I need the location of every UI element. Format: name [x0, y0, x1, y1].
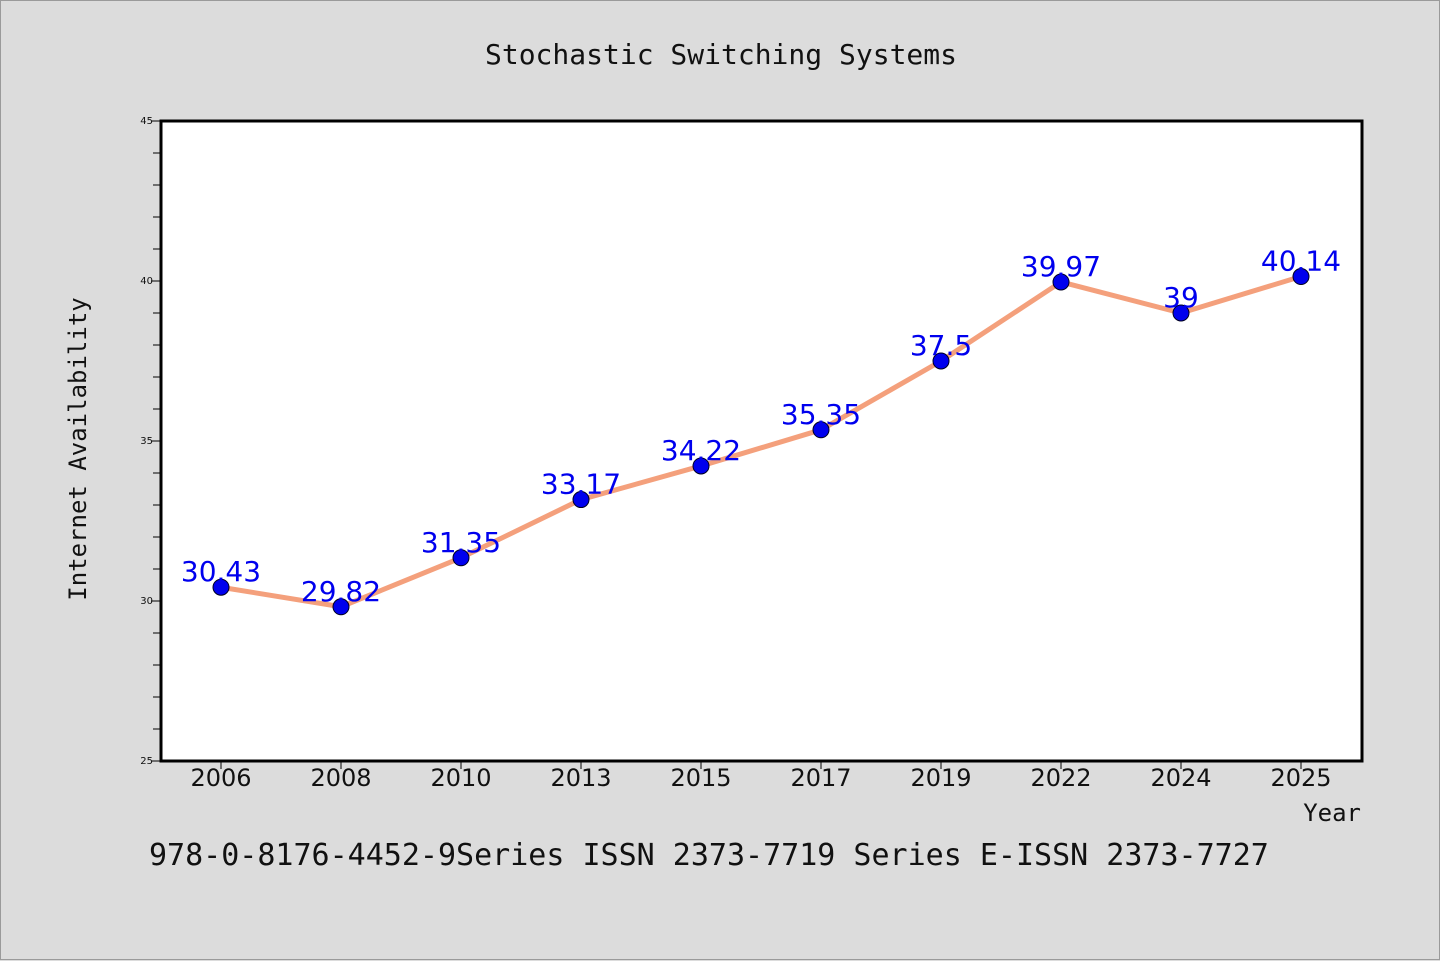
- series-line: [218, 274, 1304, 610]
- y-tick-label: 35: [140, 436, 153, 447]
- y-tick-label: 40: [140, 276, 153, 287]
- data-point: [812, 421, 830, 439]
- x-tick-label: 2025: [1270, 764, 1331, 792]
- data-label: 29.82: [301, 575, 381, 608]
- data-label: 37.5: [910, 329, 972, 362]
- data-labels: 30.43 29.82 31.35 33.17 34.22 35.35 37.5 39.97 3…: [181, 245, 1341, 608]
- data-point: [572, 491, 590, 509]
- data-point: [692, 457, 710, 475]
- data-label: 39: [1163, 281, 1199, 314]
- footer-text: 978-0-8176-4452-9Series ISSN 2373-7719 S…: [149, 838, 1269, 873]
- data-label: 34.22: [661, 434, 741, 467]
- data-label: 39.97: [1021, 250, 1101, 283]
- chart-title: Stochastic Switching Systems: [485, 38, 957, 71]
- y-axis-label: Internet Availability: [64, 297, 92, 600]
- x-tick-label: 2024: [1150, 764, 1211, 792]
- x-axis: 2006 2008 2010 2013 2015 2017 2019 2022 2024 2025: [190, 761, 1332, 792]
- y-tick-label: 30: [140, 596, 153, 607]
- data-point: [1292, 268, 1310, 286]
- x-tick-label: 2022: [1030, 764, 1091, 792]
- x-tick-label: 2008: [310, 764, 371, 792]
- x-tick-label: 2015: [670, 764, 731, 792]
- x-axis-label: Year: [1303, 799, 1361, 827]
- data-label: 33.17: [541, 468, 621, 501]
- data-points: [212, 268, 1310, 616]
- x-tick-label: 2017: [790, 764, 851, 792]
- x-tick-label: 2019: [910, 764, 971, 792]
- plot-area: [159, 119, 1364, 763]
- data-point: [1172, 304, 1190, 322]
- y-axis: 25 30 35 40 45: [140, 116, 161, 767]
- x-tick-label: 2006: [190, 764, 251, 792]
- y-tick-label: 25: [140, 756, 153, 767]
- data-point: [212, 578, 230, 596]
- data-point: [452, 549, 470, 567]
- data-point: [332, 598, 350, 616]
- data-label: 30.43: [181, 555, 261, 588]
- data-label: 40.14: [1261, 245, 1341, 278]
- data-point: [1052, 273, 1070, 291]
- data-label: 31.35: [421, 526, 501, 559]
- x-tick-label: 2010: [430, 764, 491, 792]
- y-tick-label: 45: [140, 116, 153, 127]
- data-point: [932, 352, 950, 370]
- data-label: 35.35: [781, 398, 861, 431]
- series-line-group: [218, 274, 1304, 610]
- x-tick-label: 2013: [550, 764, 611, 792]
